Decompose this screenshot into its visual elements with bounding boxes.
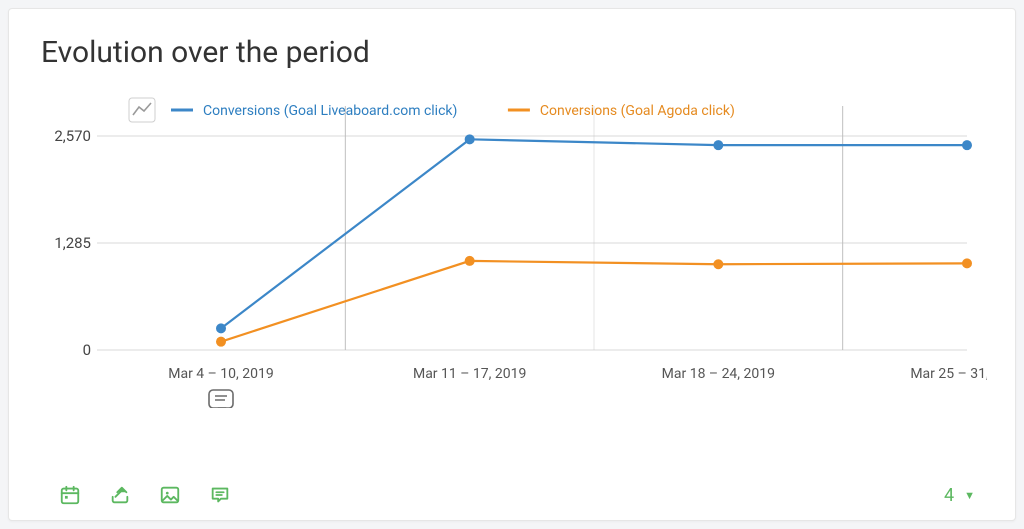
y-tick-label: 1,285 <box>54 234 91 252</box>
chart-title: Evolution over the period <box>41 35 987 70</box>
card-toolbar: 4 ▼ <box>37 482 987 506</box>
chevron-down-icon: ▼ <box>964 489 975 502</box>
marker-agoda[interactable] <box>216 337 226 347</box>
marker-agoda[interactable] <box>465 256 475 266</box>
y-tick-label: 2,570 <box>54 127 91 145</box>
legend-label[interactable]: Conversions (Goal Agoda click) <box>540 103 735 119</box>
share-icon[interactable] <box>109 484 131 506</box>
chart-area: 0 1,285 2,570 Mar 4 – 10, 2019 Mar 11 – 17, … <box>37 88 987 482</box>
annotation-icon[interactable] <box>209 390 233 408</box>
y-tick-label: 0 <box>83 341 91 359</box>
line-chart: 0 1,285 2,570 Mar 4 – 10, 2019 Mar 11 – 17, … <box>37 88 987 408</box>
marker-liveaboard[interactable] <box>713 140 723 150</box>
legend-label[interactable]: Conversions (Goal Liveaboard.com click) <box>203 103 457 119</box>
counter-value: 4 <box>944 485 954 506</box>
dataset-counter[interactable]: 4 ▼ <box>944 485 983 506</box>
marker-agoda[interactable] <box>713 259 723 269</box>
marker-liveaboard[interactable] <box>465 134 475 144</box>
comment-icon[interactable] <box>209 484 231 506</box>
image-icon[interactable] <box>159 484 181 506</box>
calendar-icon[interactable] <box>59 484 81 506</box>
marker-agoda[interactable] <box>962 258 972 268</box>
x-tick-label: Mar 25 – 31, 2019 <box>910 366 987 382</box>
marker-liveaboard[interactable] <box>962 140 972 150</box>
x-tick-label: Mar 11 – 17, 2019 <box>413 366 526 382</box>
chart-card: Evolution over the period 0 1,285 2,570 Mar… <box>8 8 1016 521</box>
x-tick-label: Mar 18 – 24, 2019 <box>662 366 775 382</box>
x-tick-label: Mar 4 – 10, 2019 <box>168 366 274 382</box>
marker-liveaboard[interactable] <box>216 323 226 333</box>
